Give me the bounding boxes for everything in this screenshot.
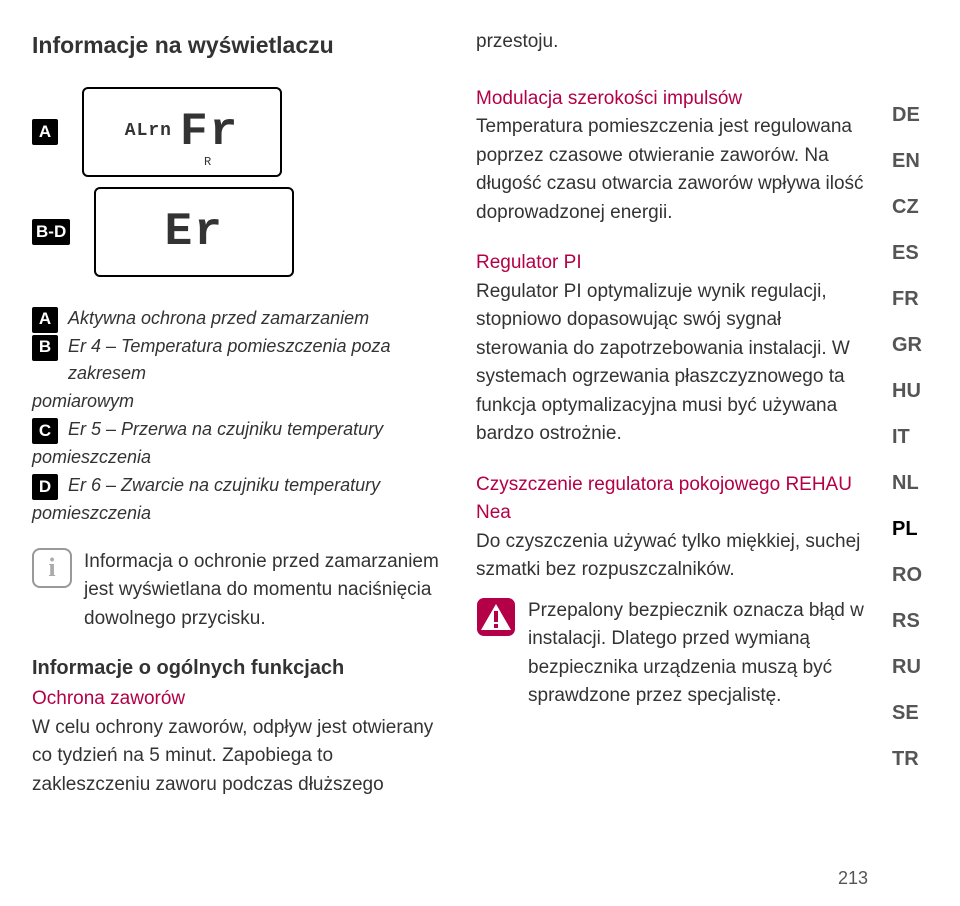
lang-ru[interactable]: RU — [892, 652, 940, 682]
lang-cz[interactable]: CZ — [892, 192, 940, 222]
warning-icon — [476, 597, 516, 637]
lang-se[interactable]: SE — [892, 698, 940, 728]
info-note-row: i Informacja o ochronie przed zamarzanie… — [32, 548, 452, 634]
cleaning-heading: Czyszczenie regulatora pokojowego REHAU … — [476, 471, 868, 528]
general-functions-heading: Informacje o ogólnych funkcjach — [32, 653, 452, 683]
badge-a: A — [32, 119, 58, 145]
info-note-text: Informacja o ochronie przed zamarzaniem … — [84, 548, 452, 634]
page-number: 213 — [838, 865, 868, 892]
language-sidebar: DE EN CZ ES FR GR HU IT NL PL RO RS RU SE TR — [892, 28, 940, 799]
lang-fr[interactable]: FR — [892, 284, 940, 314]
lcd-small-text: ALrn — [125, 118, 172, 145]
warning-text: Przepalony bezpiecznik oznacza błąd w in… — [528, 597, 868, 711]
display-row-a: A ALrn Fr R — [32, 87, 452, 177]
lang-hu[interactable]: HU — [892, 376, 940, 406]
lang-en[interactable]: EN — [892, 146, 940, 176]
lang-ro[interactable]: RO — [892, 560, 940, 590]
continued-word: przestoju. — [476, 28, 868, 57]
lcd-box-a: ALrn Fr R — [82, 87, 282, 177]
legend-text-b-cont: pomiarowym — [32, 388, 452, 416]
lang-it[interactable]: IT — [892, 422, 940, 452]
lang-gr[interactable]: GR — [892, 330, 940, 360]
lcd-main-fr: Fr — [180, 109, 239, 155]
lang-nl[interactable]: NL — [892, 468, 940, 498]
legend-text-c: Er 5 – Przerwa na czujniku temperatury — [68, 416, 383, 444]
info-icon: i — [32, 548, 72, 588]
legend: A Aktywna ochrona przed zamarzaniem B Er… — [32, 305, 452, 528]
display-row-bd: B-D Er — [32, 187, 452, 277]
badge-bd: B-D — [32, 219, 70, 245]
lang-rs[interactable]: RS — [892, 606, 940, 636]
legend-badge-b: B — [32, 335, 58, 361]
lang-es[interactable]: ES — [892, 238, 940, 268]
valve-protection-heading: Ochrona zaworów — [32, 685, 452, 714]
modulation-text: Temperatura pomieszczenia jest regulowan… — [476, 113, 868, 227]
lcd-box-bd: Er — [94, 187, 294, 277]
legend-text-a: Aktywna ochrona przed zamarzaniem — [68, 305, 369, 333]
lcd-r-indicator: R — [204, 153, 211, 171]
lcd-main-er: Er — [165, 209, 224, 255]
valve-protection-text: W celu ochrony zaworów, odpływ jest otwi… — [32, 714, 452, 800]
warning-row: Przepalony bezpiecznik oznacza błąd w in… — [476, 597, 868, 711]
regulator-pi-heading: Regulator PI — [476, 249, 868, 278]
modulation-heading: Modulacja szerokości impulsów — [476, 85, 868, 114]
cleaning-text: Do czyszczenia używać tylko miękkiej, su… — [476, 528, 868, 585]
legend-text-c-cont: pomieszczenia — [32, 444, 452, 472]
legend-text-d-cont: pomieszczenia — [32, 500, 452, 528]
legend-badge-d: D — [32, 474, 58, 500]
regulator-pi-text: Regulator PI optymalizuje wynik regulacj… — [476, 278, 868, 449]
page-title-left: Informacje na wyświetlaczu — [32, 28, 452, 63]
lang-de[interactable]: DE — [892, 100, 940, 130]
lang-tr[interactable]: TR — [892, 744, 940, 774]
legend-text-d: Er 6 – Zwarcie na czujniku temperatury — [68, 472, 380, 500]
legend-badge-a: A — [32, 307, 58, 333]
legend-text-b: Er 4 – Temperatura pomieszczenia poza za… — [68, 333, 452, 389]
lang-pl[interactable]: PL — [892, 514, 940, 544]
legend-badge-c: C — [32, 418, 58, 444]
